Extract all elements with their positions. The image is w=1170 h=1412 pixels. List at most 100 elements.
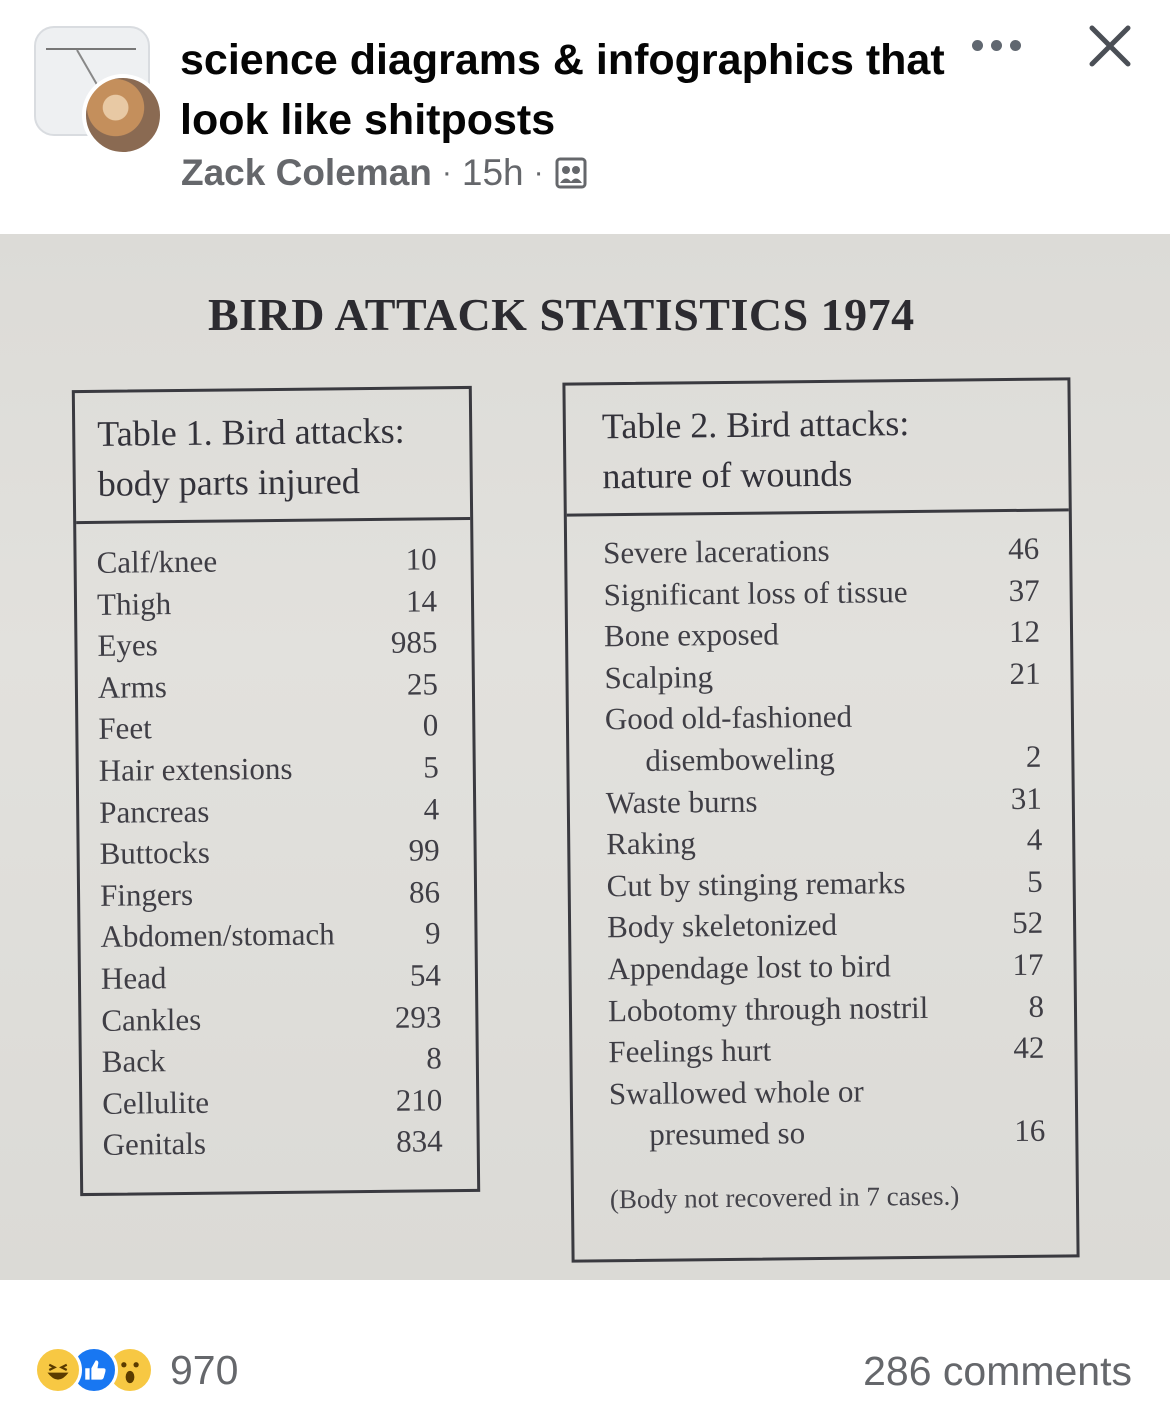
row-value: 0: [422, 707, 439, 743]
table-row: Waste burns 31: [606, 777, 1042, 823]
row-value: 4: [423, 790, 440, 827]
row-label: Significant loss of tissue: [603, 573, 908, 612]
row-value: 37: [1008, 572, 1040, 608]
group-members-icon: [555, 157, 587, 189]
row-label: Feelings hurt: [608, 1032, 772, 1070]
row-label: disemboweling: [645, 740, 835, 778]
table-row: presumed so 16: [609, 1110, 1045, 1156]
table-row: Fingers 86: [100, 871, 440, 916]
table-row: Severe lacerations 46: [603, 528, 1039, 574]
table-body-parts: Table 1. Bird attacks: body parts injure…: [71, 385, 481, 1197]
image-title: BIRD ATTACK STATISTICS 1974: [208, 289, 915, 340]
table-row: Back 8: [102, 1037, 442, 1082]
post-header: science diagrams & infographics that loo…: [0, 0, 1170, 234]
table-row: Thigh 14: [97, 580, 437, 625]
table-row: Raking 4: [606, 819, 1042, 865]
comments-count[interactable]: 286 comments: [863, 1348, 1132, 1394]
row-label: Eyes: [97, 627, 158, 664]
row-value: 25: [406, 666, 439, 702]
row-label: Pancreas: [99, 793, 210, 830]
row-value: 293: [394, 998, 442, 1035]
table-row: Hair extensions 5: [99, 746, 439, 791]
row-value: 16: [1014, 1112, 1046, 1149]
row-label: Bone exposed: [603, 616, 780, 654]
row-value: 17: [1012, 946, 1044, 982]
row-label: Cellulite: [102, 1084, 210, 1121]
row-value: 834: [395, 1123, 443, 1160]
row-value: 86: [408, 874, 441, 910]
post-meta: Zack Coleman · 15h ·: [181, 152, 588, 194]
row-value: 210: [395, 1081, 443, 1118]
table-row: Swallowed whole or: [609, 1068, 1045, 1114]
table-row: Buttocks 99: [99, 829, 439, 874]
row-value: 8: [1028, 988, 1045, 1024]
row-value: 21: [1009, 655, 1041, 691]
row-label: Feet: [98, 710, 152, 747]
row-value: 42: [1013, 1029, 1045, 1066]
table2-rows: Severe lacerations 46 Significant loss of …: [567, 511, 1076, 1156]
row-label: Appendage lost to bird: [607, 948, 891, 987]
row-label: Lobotomy through nostril: [607, 989, 929, 1028]
group-title[interactable]: science diagrams & infographics that loo…: [180, 36, 945, 144]
reactions-summary[interactable]: 970: [34, 1346, 238, 1394]
row-value: 52: [1011, 905, 1044, 941]
row-label: Cut by stinging remarks: [606, 864, 906, 903]
row-value: 54: [409, 957, 442, 993]
close-icon[interactable]: [1086, 22, 1134, 70]
author-name[interactable]: Zack Coleman: [181, 152, 432, 193]
post-time[interactable]: 15h: [461, 152, 524, 193]
table-row: Bone exposed 12: [604, 611, 1040, 657]
table2-heading: Table 2. Bird attacks: nature of wounds: [565, 380, 1069, 517]
meta-separator: ·: [441, 156, 452, 189]
row-value: 31: [1010, 780, 1042, 816]
table-row: Feelings hurt 42: [608, 1027, 1044, 1073]
row-label: Head: [100, 960, 167, 996]
table1-heading: Table 1. Bird attacks: body parts injure…: [74, 388, 471, 525]
row-value: 2: [1025, 738, 1042, 774]
row-value: 12: [1008, 613, 1041, 650]
author-avatar[interactable]: [82, 74, 164, 156]
table-row: Arms 25: [98, 663, 438, 708]
row-label: Genitals: [102, 1126, 207, 1163]
table-row: Scalping 21: [604, 652, 1040, 698]
row-value: 99: [408, 832, 440, 868]
row-label: Abdomen/stomach: [100, 916, 335, 955]
row-label: Swallowed whole or: [608, 1073, 864, 1111]
row-label: Fingers: [99, 876, 194, 913]
row-label: Cankles: [101, 1001, 202, 1038]
table-row: Cellulite 210: [102, 1079, 442, 1124]
row-value: 9: [424, 915, 441, 951]
table-row: Calf/knee 10: [96, 538, 436, 583]
row-value: 46: [1007, 530, 1040, 567]
haha-reaction-icon: [34, 1346, 82, 1394]
post-footer: 970 286 comments: [0, 1280, 1170, 1412]
table-row: Lobotomy through nostril 8: [608, 985, 1044, 1031]
table-wounds: Table 2. Bird attacks: nature of wounds …: [562, 377, 1080, 1263]
row-label: Raking: [606, 825, 696, 862]
row-label: Waste burns: [605, 783, 758, 820]
row-label: Hair extensions: [98, 750, 293, 788]
row-label: Scalping: [604, 658, 714, 696]
row-label: Arms: [97, 668, 167, 705]
table2-footnote: (Body not recovered in 7 cases.): [609, 1180, 960, 1215]
row-label: Body skeletonized: [606, 907, 838, 945]
reaction-count[interactable]: 970: [170, 1346, 239, 1393]
table1-rows: Calf/knee 10 Thigh 14 Eyes 985 Arms 25 Feet 0 Hair…: [76, 520, 477, 1166]
post-image[interactable]: BIRD ATTACK STATISTICS 1974 Table 1. Bir…: [0, 234, 1170, 1280]
row-label: Thigh: [96, 585, 172, 622]
table-row: Good old-fashioned: [605, 694, 1041, 740]
group-avatar[interactable]: [34, 26, 164, 156]
row-value: 8: [426, 1040, 442, 1076]
meta-separator: ·: [533, 156, 544, 189]
table-row: Significant loss of tissue 37: [603, 569, 1039, 615]
table-row: Cut by stinging remarks 5: [606, 860, 1042, 906]
table-row: Abdomen/stomach 9: [100, 913, 440, 958]
more-horizontal-icon[interactable]: [972, 30, 1032, 60]
row-label: Severe lacerations: [603, 532, 830, 571]
table-row: Eyes 985: [97, 621, 437, 666]
row-value: 985: [390, 624, 438, 660]
table-row: Head 54: [101, 954, 441, 999]
row-label: presumed so: [649, 1115, 806, 1153]
row-label: Calf/knee: [96, 543, 218, 580]
row-label: Buttocks: [99, 834, 211, 872]
